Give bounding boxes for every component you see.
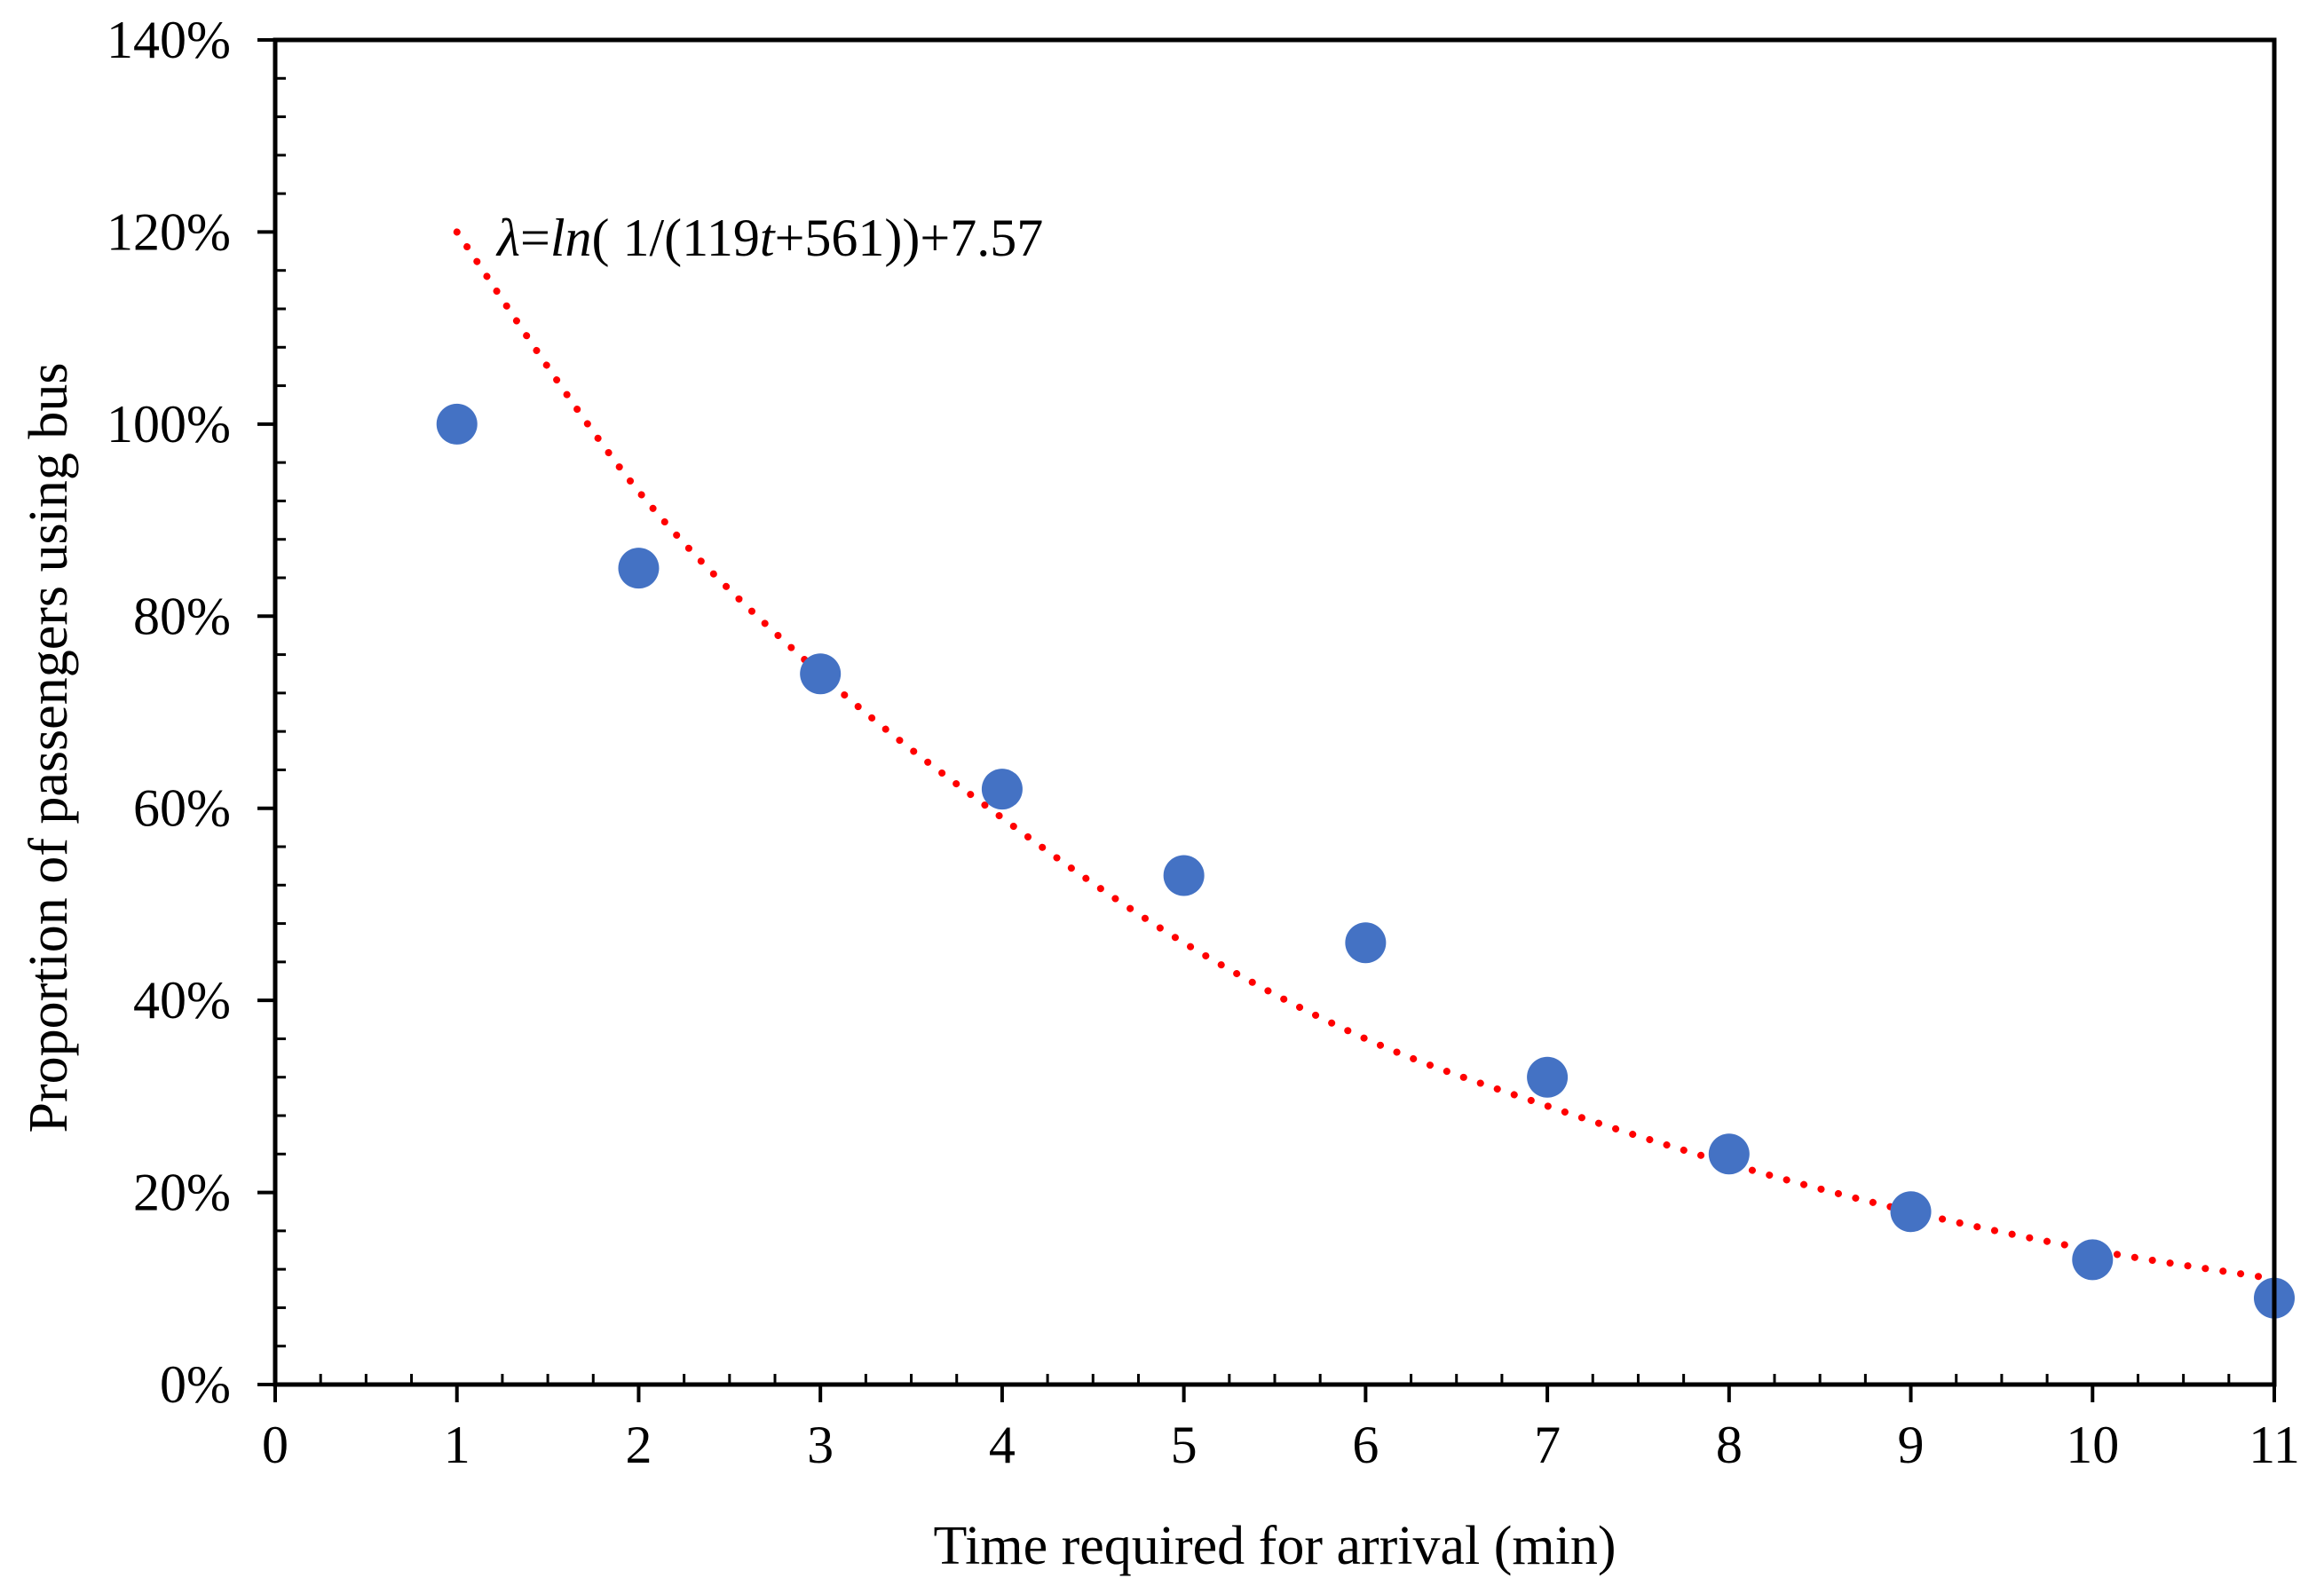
x-tick-labels: 0 1 2 3 4 5 6 7 8 9 10 11 xyxy=(262,1416,2300,1474)
data-point xyxy=(1527,1056,1569,1098)
data-point xyxy=(2072,1239,2114,1281)
x-tick-label: 4 xyxy=(989,1416,1016,1474)
plot-frame xyxy=(273,37,2277,1387)
fitted-curve-line xyxy=(453,228,2278,1282)
equation-part: = xyxy=(520,209,550,267)
data-point xyxy=(1163,855,1205,896)
x-tick-label: 1 xyxy=(444,1416,470,1474)
x-tick-label: 6 xyxy=(1352,1416,1379,1474)
y-tick-label: 0% xyxy=(160,1355,231,1414)
x-tick-label: 3 xyxy=(807,1416,834,1474)
equation-part: ln xyxy=(550,209,592,267)
x-axis-title: Time required for arrival (min) xyxy=(933,1516,1616,1576)
y-tick-label: 120% xyxy=(107,202,231,261)
y-tick-label: 40% xyxy=(133,971,231,1030)
equation-part: λ xyxy=(495,209,520,267)
y-tick-label: 140% xyxy=(107,11,231,69)
x-tick-label: 8 xyxy=(1716,1416,1743,1474)
y-axis-title: Proportion of passengers using bus xyxy=(19,363,79,1133)
x-tick-label: 2 xyxy=(625,1416,652,1474)
data-point xyxy=(981,769,1023,810)
data-point xyxy=(436,403,478,445)
y-tick-label: 60% xyxy=(133,779,231,838)
data-point xyxy=(1345,922,1387,964)
equation-part: ( 1/(119 xyxy=(592,209,760,267)
y-tick-label: 100% xyxy=(107,395,231,454)
x-tick-label: 10 xyxy=(2066,1416,2119,1474)
x-tick-label: 5 xyxy=(1171,1416,1198,1474)
x-tick-label: 7 xyxy=(1534,1416,1561,1474)
x-tick-label: 0 xyxy=(262,1416,289,1474)
y-tick-label: 20% xyxy=(133,1164,231,1222)
x-tick-label: 9 xyxy=(1898,1416,1925,1474)
data-point xyxy=(618,548,660,589)
data-point xyxy=(1708,1133,1750,1175)
data-point xyxy=(1890,1191,1932,1233)
scatter-points-layer xyxy=(436,403,2295,1319)
y-tick-label: 80% xyxy=(133,587,231,645)
fitted-curve-layer xyxy=(453,228,2278,1282)
equation-part: t xyxy=(760,209,776,267)
y-tick-labels: 0% 20% 40% 60% 80% 100% 120% 140% xyxy=(107,11,231,1414)
fit-equation-annotation: λ=ln( 1/(119t+561))+7.57 xyxy=(495,209,1043,267)
x-tick-label: 11 xyxy=(2249,1416,2300,1474)
data-point xyxy=(800,653,842,695)
equation-part: +561))+7.57 xyxy=(775,209,1044,267)
